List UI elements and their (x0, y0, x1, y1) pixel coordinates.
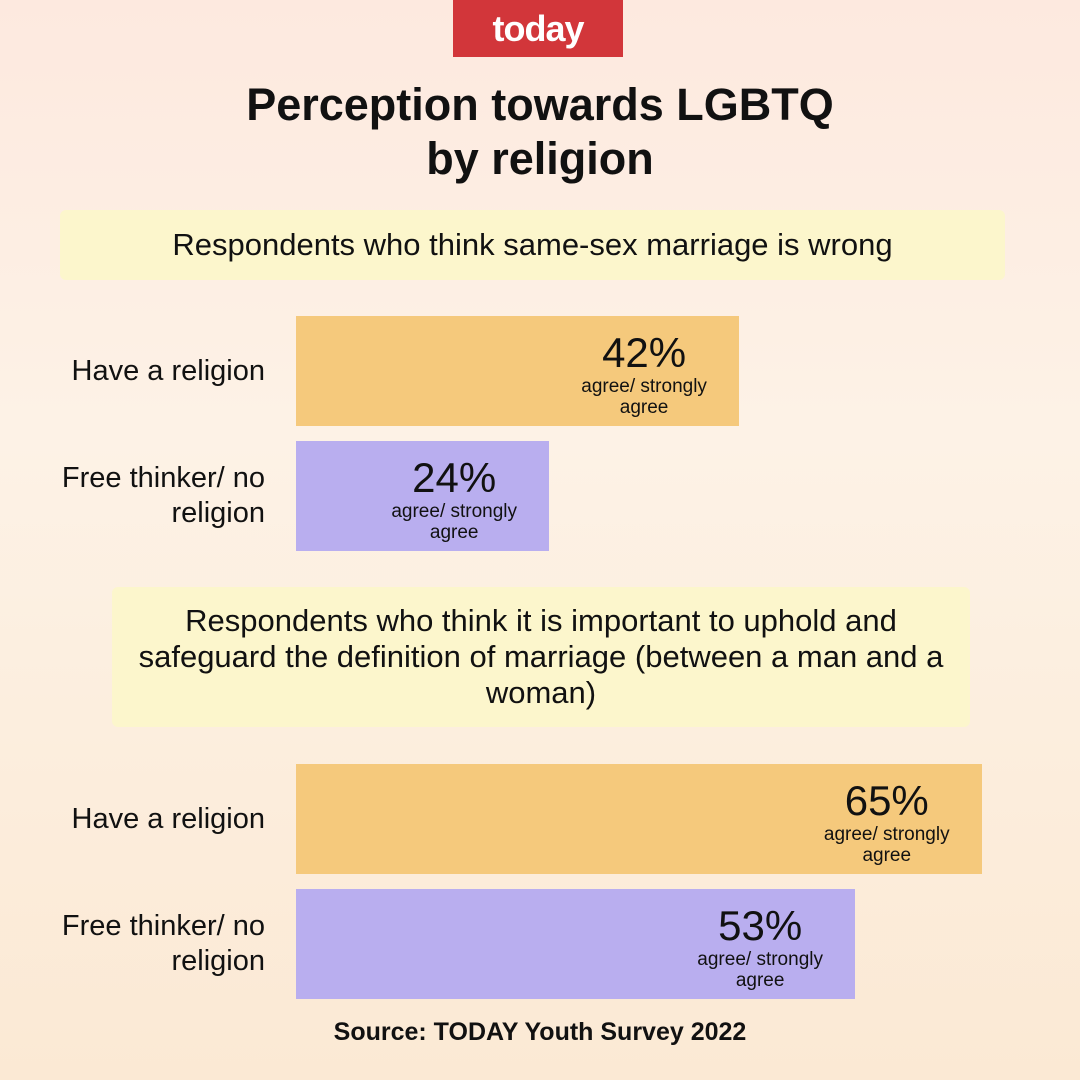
title: Perception towards LGBTQ by religion (246, 79, 834, 184)
value-note: agree/ strongly agree (581, 376, 707, 418)
value-label-group: 24% agree/ strongly agree (379, 454, 529, 544)
brand-logo: today (453, 0, 623, 57)
category-label: Have a religion (71, 354, 265, 387)
bar: 24% agree/ strongly agree (296, 441, 550, 551)
source: Source: TODAY Youth Survey 2022 (333, 1018, 747, 1046)
category-label: Free thinker/ no religion (61, 462, 265, 529)
bar: 42% agree/ strongly agree (296, 316, 740, 426)
bar: 65% agree/ strongly agree (296, 764, 982, 874)
value-label: 53% (718, 902, 803, 949)
value-label: 42% (602, 329, 687, 376)
value-note: agree/ strongly agree (823, 824, 950, 866)
chart-subtitle: Respondents who think it is important to… (112, 587, 970, 727)
chart-subtitle: Respondents who think same-sex marriage … (60, 210, 1005, 280)
value-note: agree/ strongly agree (697, 949, 823, 991)
category-label: Have a religion (71, 802, 265, 835)
value-note: agree/ strongly agree (391, 501, 518, 543)
value-label-group: 65% agree/ strongly agree (812, 777, 962, 867)
value-label: 65% (844, 777, 929, 824)
category-label: Free thinker/ no religion (61, 910, 265, 977)
value-label-group: 42% agree/ strongly agree (569, 329, 719, 419)
value-label-group: 53% agree/ strongly agree (685, 902, 835, 992)
bar: 53% agree/ strongly agree (296, 889, 856, 999)
value-label: 24% (412, 454, 497, 501)
